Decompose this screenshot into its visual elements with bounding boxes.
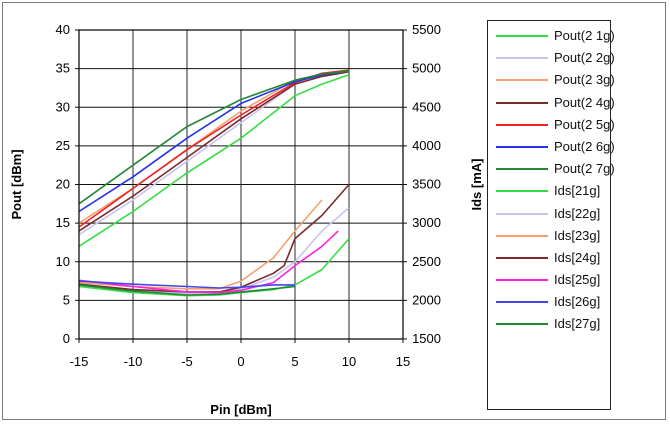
- y-tick-label: 15: [56, 215, 70, 230]
- x-tick-label: 0: [237, 354, 244, 369]
- series-line-12: [78, 230, 339, 294]
- legend-label: Ids[23g]: [554, 227, 601, 243]
- y-tick-label: 30: [56, 99, 70, 114]
- y2-tick-label: 5500: [412, 22, 441, 37]
- series-layer: [78, 69, 350, 297]
- legend-item: Pout(2 6g): [488, 136, 615, 158]
- legend-swatch: [496, 168, 548, 171]
- series-line-9: [78, 207, 350, 295]
- legend-label: Pout(2 1g): [554, 28, 615, 43]
- legend-label: Ids[22g]: [554, 205, 601, 221]
- legend-item: Ids[22g]: [488, 203, 610, 225]
- legend-item: Ids[24g]: [488, 247, 610, 269]
- legend-item: Pout(2 4g): [488, 92, 615, 114]
- legend-swatch: [496, 279, 548, 282]
- series-line-4: [78, 70, 350, 232]
- legend-swatch: [496, 79, 548, 82]
- x-tick-label: 5: [291, 354, 298, 369]
- legend-item: Ids[25g]: [488, 269, 610, 291]
- legend-swatch: [496, 212, 548, 215]
- y-tick-label: 35: [56, 61, 70, 76]
- legend-label: Pout(2 4g): [554, 94, 615, 110]
- legend-swatch: [496, 35, 548, 37]
- y2-tick-label: 5000: [412, 61, 441, 76]
- y2-tick-label: 1500: [412, 331, 441, 346]
- legend-item: Pout(2 3g): [488, 69, 615, 91]
- tick-layer: 0 5 10 15 20 25 30 35 40 1500 2000 2500 3000 3500 4000…: [56, 22, 441, 369]
- y-tick-label: 25: [56, 138, 70, 153]
- x-tick-label: -5: [181, 354, 193, 369]
- x-tick-label: 10: [342, 354, 356, 369]
- y2-tick-label: 3500: [412, 177, 441, 192]
- legend-item: Ids[21g]: [488, 180, 610, 202]
- legend-label: Pout(2 3g): [554, 72, 615, 88]
- series-line-7: [78, 70, 350, 205]
- legend-label: Ids[21g]: [554, 183, 601, 199]
- y-tick-label: 10: [56, 254, 70, 269]
- legend-item: Ids[26g]: [488, 291, 610, 313]
- x-tick-label: -15: [70, 354, 89, 369]
- legend-swatch: [496, 301, 548, 304]
- legend-item: Pout(2 5g): [488, 114, 615, 136]
- series-line-11: [78, 183, 350, 293]
- y-tick-label: 0: [63, 331, 70, 346]
- y-tick-label: 40: [56, 22, 70, 37]
- legend-item: Pout(2 7g): [488, 158, 615, 180]
- legend-swatch: [496, 256, 548, 259]
- y2-axis-label: Ids [mA]: [469, 159, 484, 211]
- series-line-1: [78, 74, 350, 247]
- legend-swatch: [496, 234, 548, 237]
- legend-label: Ids[26g]: [554, 294, 601, 310]
- y-tick-label: 20: [56, 177, 70, 192]
- legend-item: Pout(2 1g): [488, 25, 615, 47]
- legend-label: Pout(2 7g): [554, 161, 615, 177]
- series-line-10: [78, 199, 323, 290]
- legend-label: Pout(2 6g): [554, 138, 615, 154]
- legend-item: Pout(2 2g): [488, 47, 615, 69]
- legend-swatch: [496, 145, 548, 148]
- legend-label: Ids[24g]: [554, 249, 601, 265]
- series-line-5: [78, 69, 350, 228]
- legend: Pout(2 1g) Pout(2 2g) Pout(2 3g) Pout(2 4g)…: [487, 20, 615, 410]
- y-axis-label: Pout [dBm]: [9, 149, 24, 219]
- legend-swatch: [496, 323, 548, 326]
- y2-tick-label: 3000: [412, 215, 441, 230]
- y2-tick-label: 2000: [412, 292, 441, 307]
- legend-label: Pout(2 5g): [554, 116, 615, 132]
- legend-label: Pout(2 2g): [554, 50, 615, 66]
- legend-swatch: [496, 101, 548, 104]
- legend-swatch: [496, 57, 548, 60]
- series-line-3: [78, 70, 350, 224]
- y2-tick-label: 4000: [412, 138, 441, 153]
- x-axis-label: Pin [dBm]: [210, 402, 271, 417]
- x-tick-label: -10: [124, 354, 143, 369]
- legend-label: Ids[27g]: [554, 316, 601, 332]
- legend-swatch: [496, 123, 548, 126]
- series-line-13: [78, 280, 295, 289]
- legend-swatch: [496, 190, 548, 193]
- legend-label: Ids[25g]: [554, 272, 601, 288]
- legend-item: Ids[23g]: [488, 225, 610, 247]
- y-tick-label: 5: [63, 292, 70, 307]
- series-line-2: [78, 70, 350, 236]
- x-tick-label: 15: [396, 354, 410, 369]
- y2-tick-label: 2500: [412, 254, 441, 269]
- series-line-14: [78, 284, 296, 296]
- legend-item: Ids[27g]: [488, 313, 610, 335]
- y2-tick-label: 4500: [412, 99, 441, 114]
